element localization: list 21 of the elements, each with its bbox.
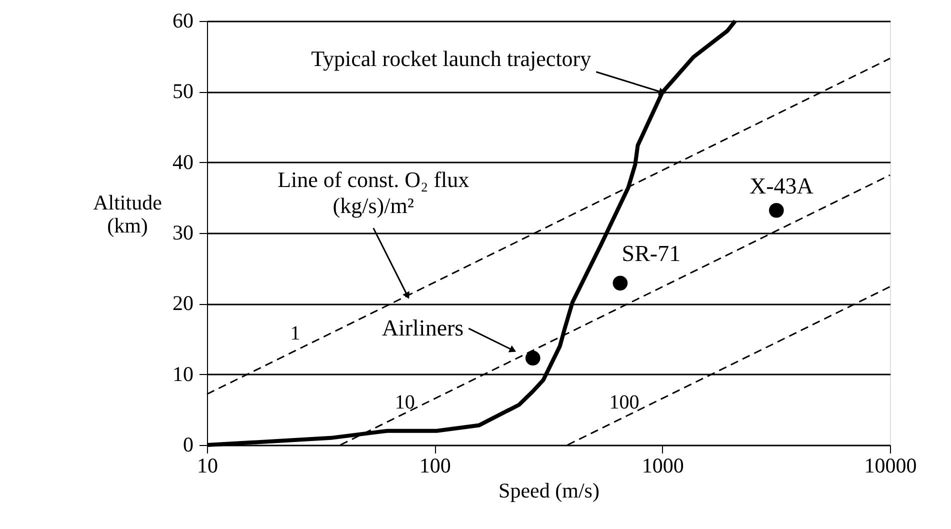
y-tick-label: 20	[172, 291, 194, 316]
x-tick-label: 10	[197, 454, 218, 478]
y-axis-title: Altitude (km)	[93, 190, 162, 238]
annotation: Typical rocket launch trajectory	[311, 46, 592, 72]
x-tick-label: 10000	[864, 454, 917, 478]
y-tick-label: 0	[183, 432, 194, 456]
x-tick-label: 1000	[642, 454, 684, 478]
y-tick-label: 40	[172, 150, 194, 174]
y-tick-label: 60	[172, 8, 194, 32]
x-tick-label: 100	[419, 454, 451, 478]
y-tick-label: 10	[172, 362, 194, 386]
y-tick-label: 30	[172, 220, 194, 244]
annotation: X-43A	[749, 173, 814, 198]
x-axis-title: Speed (m/s)	[498, 478, 600, 502]
y-tick-label: 50	[172, 79, 194, 104]
series-label: 100	[609, 392, 640, 414]
annotation: SR-71	[622, 241, 681, 266]
series-label: 10	[394, 392, 415, 414]
annotation: Line of const. O₂ flux (kg/s)/m²	[278, 167, 470, 218]
annotation: Airliners	[382, 315, 464, 340]
series-label: 1	[290, 322, 300, 344]
